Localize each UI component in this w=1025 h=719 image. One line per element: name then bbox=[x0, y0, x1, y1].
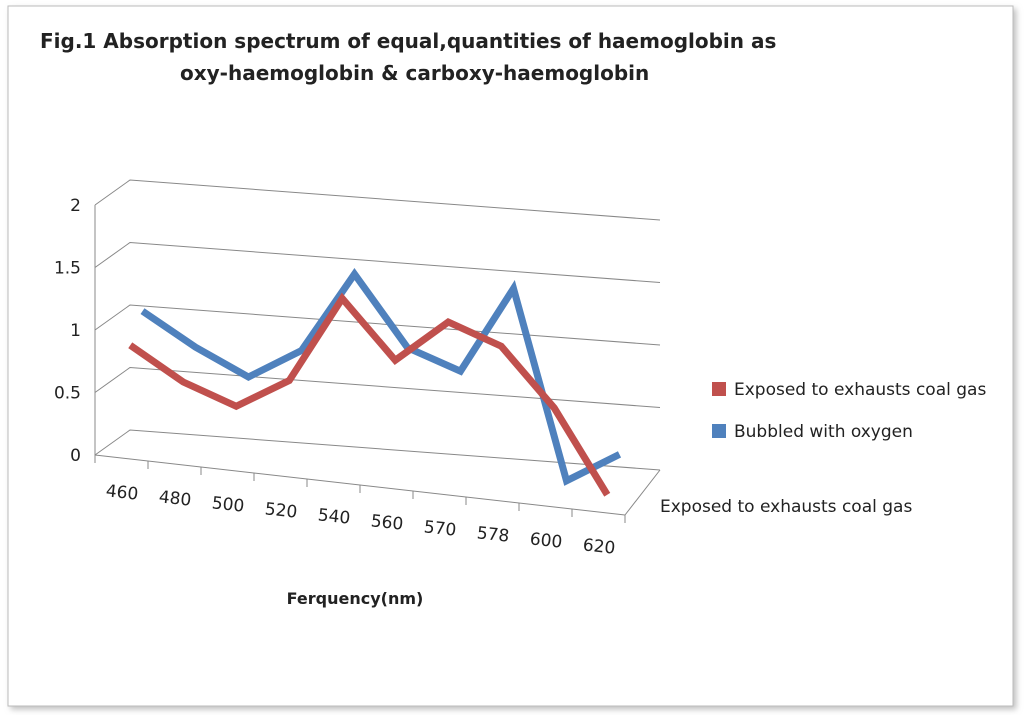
legend-label: Bubbled with oxygen bbox=[734, 422, 913, 442]
series-line bbox=[140, 268, 622, 486]
chart-title: oxy-haemoglobin & carboxy-haemoglobin bbox=[180, 61, 649, 85]
depth-tick-label: Exposed to exhausts coal gas bbox=[660, 497, 912, 517]
x-tick-label: 570 bbox=[423, 517, 457, 540]
y-tick-label: 1 bbox=[70, 321, 81, 341]
series-line bbox=[128, 292, 611, 497]
grid-line bbox=[94, 179, 661, 221]
chart-title: Fig.1 Absorption spectrum of equal,quant… bbox=[40, 29, 776, 53]
y-tick-label: 2 bbox=[70, 196, 81, 216]
y-tick-label: 0.5 bbox=[54, 384, 81, 404]
x-axis-title: Ferquency(nm) bbox=[287, 589, 424, 608]
x-tick-label: 560 bbox=[370, 511, 404, 534]
x-tick-label: 520 bbox=[264, 499, 298, 522]
y-tick-label: 1.5 bbox=[54, 259, 81, 279]
grid-line bbox=[94, 429, 661, 471]
x-tick-label: 480 bbox=[158, 487, 192, 510]
legend-swatch bbox=[712, 424, 726, 438]
x-tick-label: 540 bbox=[317, 505, 351, 528]
legend-label: Exposed to exhausts coal gas bbox=[734, 380, 986, 400]
x-tick-label: 500 bbox=[211, 493, 245, 516]
x-tick-label: 578 bbox=[476, 523, 510, 546]
x-tick-label: 600 bbox=[529, 529, 563, 552]
y-tick-label: 0 bbox=[70, 446, 81, 466]
x-tick-label: 620 bbox=[582, 535, 616, 558]
depth-axis bbox=[624, 469, 661, 516]
grid-line bbox=[94, 241, 661, 283]
legend-swatch bbox=[712, 382, 726, 396]
x-tick-label: 460 bbox=[105, 481, 139, 504]
grid-line bbox=[94, 366, 661, 408]
